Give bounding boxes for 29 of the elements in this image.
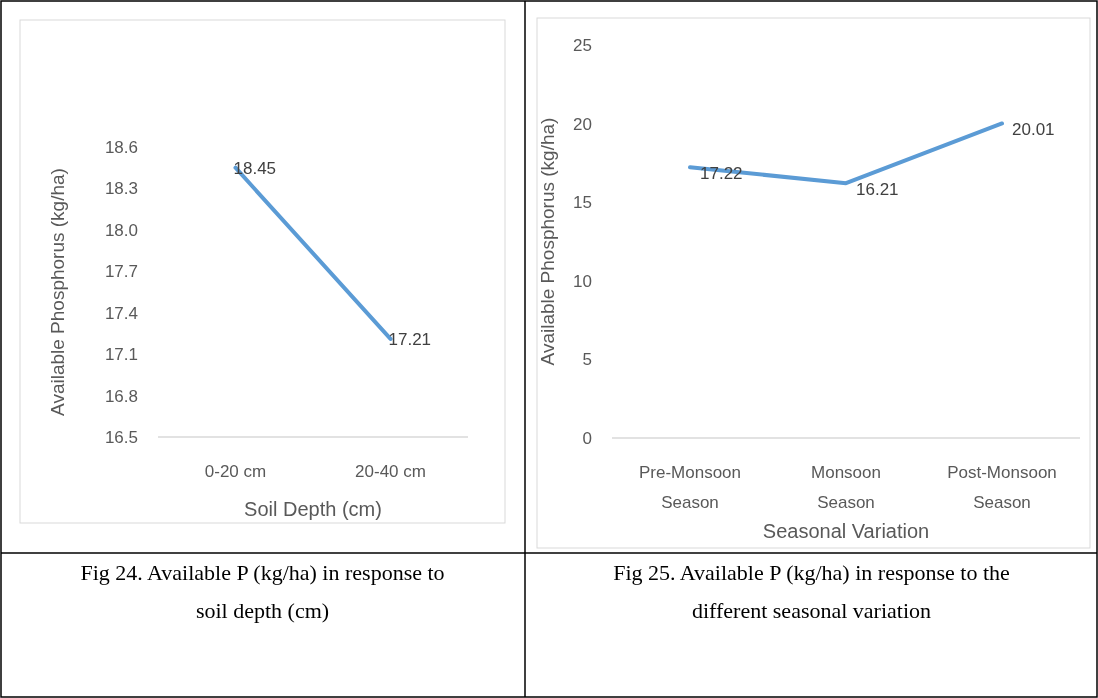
x-axis-title: Seasonal Variation xyxy=(762,520,930,542)
x-tick-label: 0-20 cm xyxy=(204,462,267,481)
caption: Fig 24. Available P (kg/ha) in response to soil depth (cm) xyxy=(80,560,445,623)
y-tick-label: 25 xyxy=(573,36,592,55)
x-tick-label: 20-40 cm xyxy=(355,462,426,481)
y-tick-label: 18.6 xyxy=(104,138,138,157)
data-label: 20.01 xyxy=(1012,120,1055,140)
y-tick-label: 20 xyxy=(573,114,592,134)
y-tick-label: 18.0 xyxy=(104,220,138,240)
y-axis-title: Available Phosphorus (kg/ha) xyxy=(537,117,558,366)
caption: Fig 25. Available P (kg/ha) in response to the different seasonal variation xyxy=(613,560,1010,623)
x-tick-label: Monsoon Season xyxy=(811,463,881,512)
y-tick-label: 17.1 xyxy=(104,345,138,365)
data-label: 16.21 xyxy=(856,180,899,200)
y-tick-label: 10 xyxy=(573,271,592,291)
y-tick-label: 5 xyxy=(582,350,592,370)
y-tick-label: 18.3 xyxy=(104,179,138,199)
y-tick-label: 0 xyxy=(582,429,592,448)
x-tick-label: Pre-Monsoon Season xyxy=(638,463,742,512)
y-tick-label: 16.5 xyxy=(104,428,138,447)
data-label: 18.45 xyxy=(233,158,277,178)
y-tick-label: 15 xyxy=(573,193,592,213)
x-axis-title: Soil Depth (cm) xyxy=(244,498,382,520)
data-label: 17.21 xyxy=(388,329,432,349)
y-tick-label: 17.7 xyxy=(104,262,138,282)
y-tick-label: 16.8 xyxy=(104,386,138,406)
x-tick-label: Post-Monsoon Season xyxy=(947,463,1057,512)
y-tick-label: 17.4 xyxy=(104,303,138,323)
y-axis-title: Available Phosphorus (kg/ha) xyxy=(47,168,68,416)
